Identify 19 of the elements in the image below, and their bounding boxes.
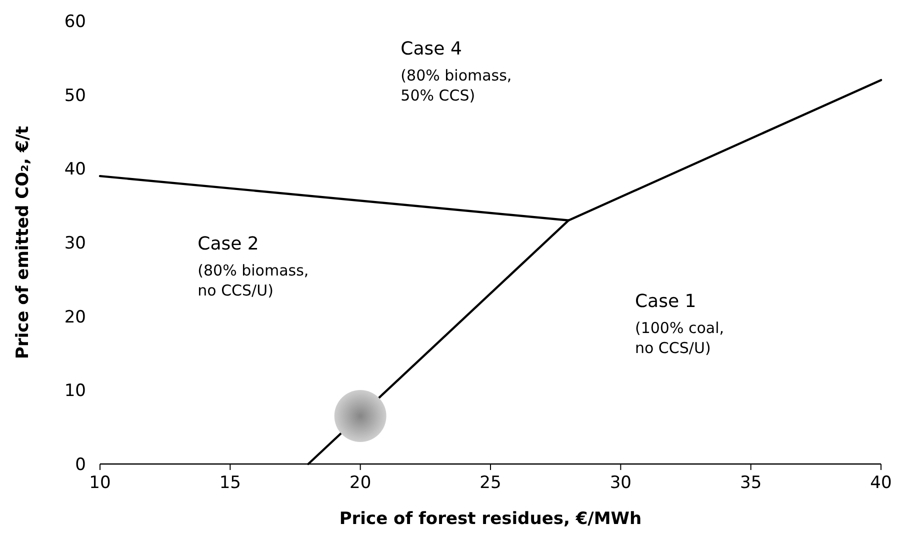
y-tick-label: 50 (64, 86, 86, 106)
y-tick-label: 0 (75, 455, 86, 475)
x-axis-title: Price of forest residues, €/MWh (339, 509, 642, 529)
x-tick-label: 25 (480, 473, 502, 493)
y-tick-label: 20 (64, 307, 86, 328)
x-tick-label: 10 (89, 473, 111, 493)
x-tick-label: 20 (350, 473, 372, 493)
annotation: Case 4 (80% biomass, 50% CCS) (400, 38, 512, 105)
y-tick-label: 40 (64, 160, 86, 180)
annotation: Case 2 (80% biomass, no CCS/U) (198, 234, 309, 300)
x-tick-label: 30 (610, 473, 632, 493)
y-axis-title: Price of emitted CO₂, €/t (13, 126, 33, 360)
y-tick-label: 30 (64, 234, 86, 254)
y-tick-label: 10 (64, 381, 86, 402)
y-tick-label: 60 (64, 12, 86, 32)
x-tick-label: 40 (870, 473, 892, 493)
x-tick-label: 15 (219, 473, 241, 493)
annotation: Case 1 (100% coal, no CCS/U) (634, 291, 724, 358)
x-tick-label: 35 (740, 473, 762, 493)
